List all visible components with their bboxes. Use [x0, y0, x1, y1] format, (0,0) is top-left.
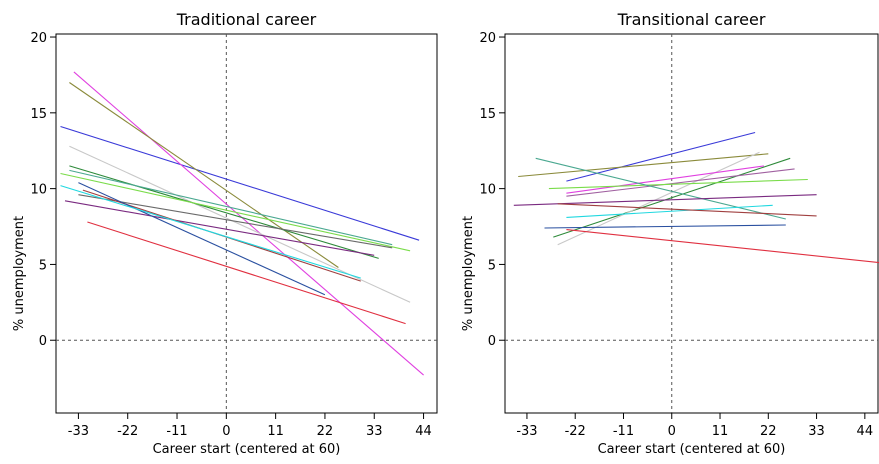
x-tick-label: -22: [117, 424, 138, 439]
x-tick-label: 22: [760, 424, 777, 439]
x-tick-label: 0: [222, 424, 230, 439]
y-axis-label: % unemployment: [12, 216, 27, 331]
series-line-13: [566, 229, 879, 264]
series-line-9: [513, 194, 817, 206]
series-line-5: [69, 165, 379, 259]
x-tick-label: 44: [415, 424, 432, 439]
x-axis-label: Career start (centered at 60): [598, 442, 786, 457]
y-tick-label: 15: [479, 107, 496, 122]
series-line-12: [544, 224, 786, 229]
x-tick-label: -33: [68, 424, 89, 439]
y-tick-label: 0: [39, 334, 47, 349]
plot-frame: [504, 33, 879, 414]
x-tick-label: -11: [613, 424, 634, 439]
x-axis-label: Career start (centered at 60): [153, 442, 341, 457]
series-line-11: [557, 203, 817, 217]
x-tick-label: 22: [317, 424, 334, 439]
x-tick-label: -22: [565, 424, 586, 439]
series-line-1: [566, 131, 756, 182]
series-line-9: [64, 200, 375, 256]
series-line-4: [69, 145, 411, 303]
series-line-7: [69, 169, 393, 246]
chart-title: Traditional career: [176, 10, 317, 29]
y-tick-label: 10: [479, 183, 496, 198]
x-tick-label: -11: [166, 424, 187, 439]
series-line-3: [69, 82, 339, 268]
series-line-6: [60, 172, 411, 252]
x-tick-label: 33: [366, 424, 383, 439]
series-line-12: [60, 185, 361, 279]
x-tick-label: -33: [516, 424, 537, 439]
series-line-10: [566, 204, 773, 218]
series-line-8: [78, 194, 393, 249]
y-tick-label: 20: [479, 31, 496, 46]
panel-transitional-career: -33 -22 -11 0 11 22 33 44 0 5 10 15 20 Transitional c…: [461, 10, 879, 457]
series-line-5: [566, 165, 764, 194]
y-tick-label: 0: [488, 334, 496, 349]
chart-title: Transitional career: [617, 10, 766, 29]
series-line-3: [553, 157, 791, 238]
series-line-13: [87, 221, 406, 325]
series-line-2: [518, 153, 769, 178]
y-tick-label: 10: [30, 183, 47, 198]
x-tick-label: 11: [712, 424, 729, 439]
y-tick-label: 5: [488, 258, 496, 273]
series-line-1: [60, 125, 420, 241]
y-axis-label: % unemployment: [461, 216, 476, 331]
x-tick-label: 11: [267, 424, 284, 439]
series-line-11: [78, 182, 326, 296]
x-tick-label: 44: [857, 424, 874, 439]
x-tick-label: 0: [668, 424, 676, 439]
y-tick-label: 20: [30, 31, 47, 46]
panel-traditional-career: -33 -22 -11 0 11 22 33 44 0 5 10 15 20 Traditional ca…: [12, 10, 438, 457]
series-line-8: [535, 157, 786, 220]
x-tick-label: 33: [808, 424, 825, 439]
series-line-6: [566, 168, 795, 197]
plot-frame: [55, 33, 438, 414]
y-tick-label: 15: [30, 107, 47, 122]
y-tick-label: 5: [39, 258, 47, 273]
series-line-4: [557, 151, 760, 246]
series-line-7: [548, 178, 808, 190]
